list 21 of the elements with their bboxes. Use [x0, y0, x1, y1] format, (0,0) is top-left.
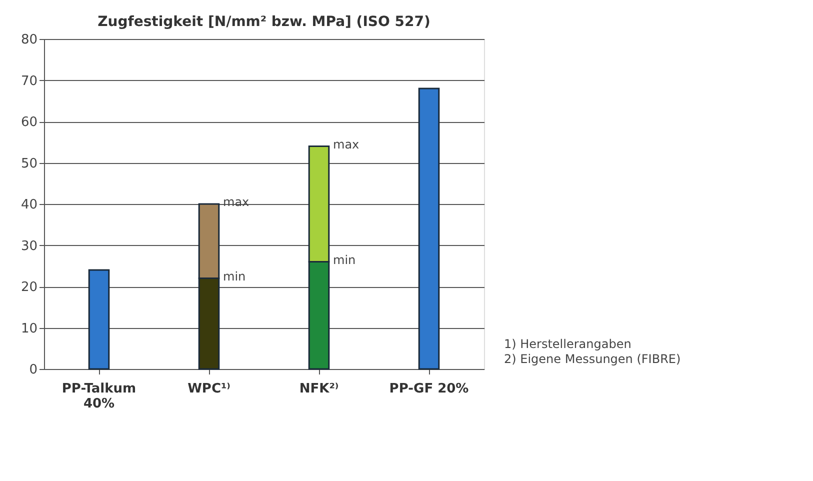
bar — [418, 88, 440, 370]
y-tick-label: 70 — [20, 74, 38, 89]
chart-title: Zugfestigkeit [N/mm² bzw. MPa] (ISO 527) — [98, 14, 430, 30]
annotation: min — [333, 252, 356, 267]
y-tick-label: 30 — [20, 238, 38, 254]
y-tick-label: 40 — [20, 198, 38, 212]
text: 2) Eigene Messungen (FIBRE) — [504, 352, 681, 366]
annotation: min — [223, 269, 246, 284]
y-tick-label: 10 — [20, 321, 38, 336]
y-tick-label: 20 — [20, 280, 38, 295]
text: 1) Herstellerangaben — [504, 337, 632, 351]
x-tick-label: PP-Talkum 40% — [62, 382, 136, 412]
y-tick-label: 80 — [20, 32, 38, 48]
x-tick-label: PP-GF 20% — [389, 382, 469, 396]
y-tick-label: 50 — [20, 156, 38, 172]
bar — [88, 269, 110, 370]
y-tick-label: 60 — [20, 115, 38, 130]
x-tick-label: NFK²⁾ — [299, 382, 339, 396]
x-tick-label: WPC¹⁾ — [188, 382, 231, 396]
y-tick-label: 0 — [29, 362, 38, 378]
annotation: max — [333, 137, 360, 152]
